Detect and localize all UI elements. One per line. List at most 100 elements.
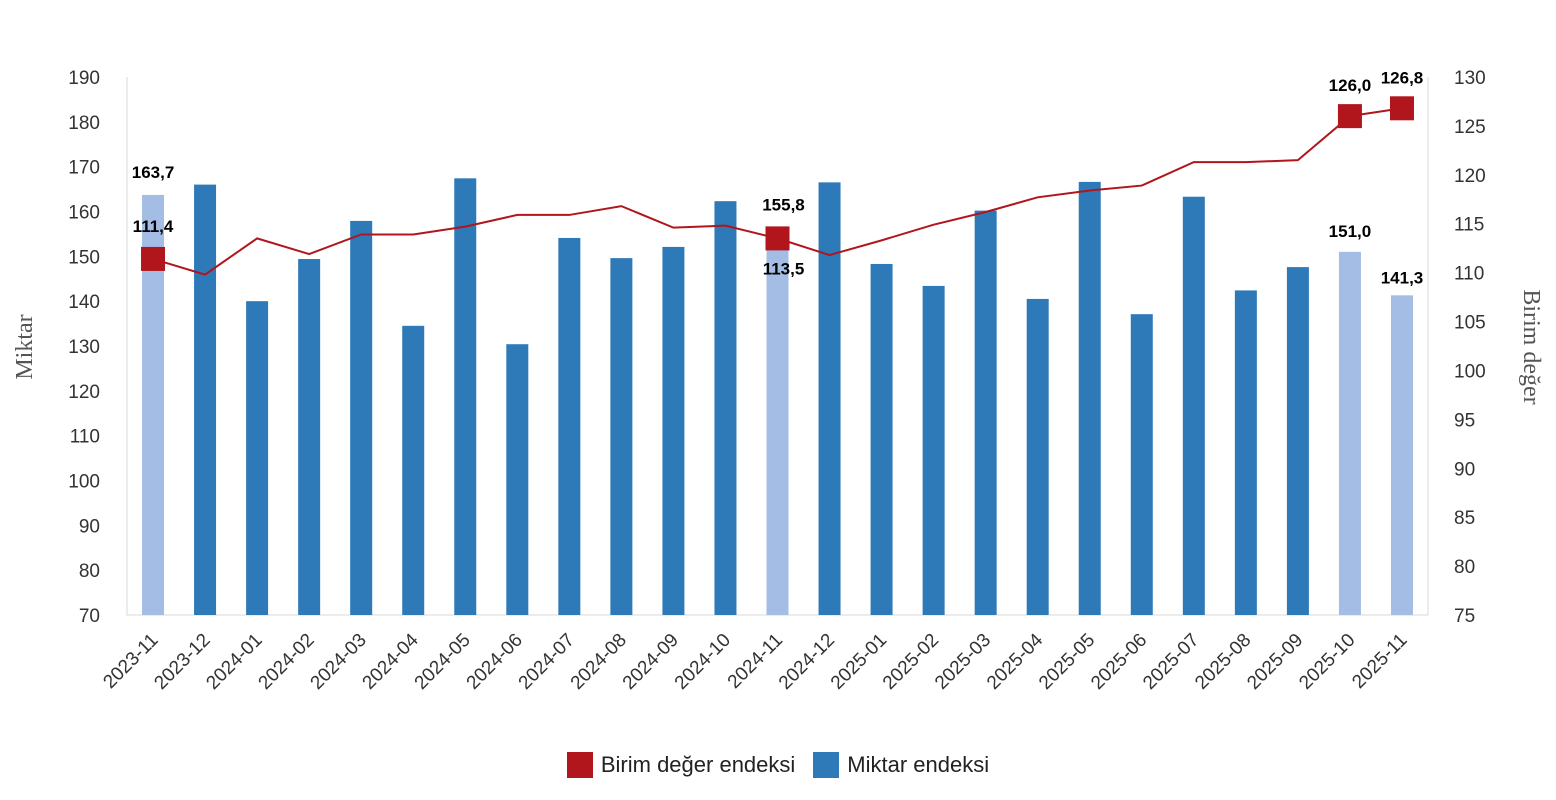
y-left-tick-label: 110: [70, 427, 100, 448]
bar-miktar: [1026, 298, 1049, 615]
bar-miktar: [1234, 290, 1257, 615]
x-tick-label: 2024-04: [359, 629, 423, 693]
y-left-tick-label: 160: [68, 203, 100, 224]
y-left-tick-label: 130: [68, 337, 100, 358]
bar-miktar: [610, 258, 633, 615]
y-right-tick-label: 75: [1454, 606, 1475, 627]
x-tick-label: 2023-12: [150, 630, 214, 694]
bar-miktar: [350, 220, 373, 616]
legend: Birim değer endeksi Miktar endeksi: [0, 752, 1556, 778]
x-tick-label: 2024-09: [619, 630, 683, 694]
x-tick-label: 2025-04: [983, 629, 1047, 693]
bar-miktar: [662, 246, 685, 615]
x-tick-label: 2025-06: [1087, 630, 1151, 694]
bar-miktar: [402, 325, 425, 615]
x-tick-label: 2023-11: [99, 630, 162, 693]
y-left-tick-label: 140: [68, 292, 100, 313]
data-label-birim-deger: 113,5: [763, 259, 805, 278]
y-right-tick-label: 110: [1454, 264, 1484, 285]
x-tick-label: 2025-03: [931, 630, 995, 694]
legend-label-birim-deger: Birim değer endeksi: [600, 752, 796, 777]
bar-miktar: [558, 237, 581, 615]
x-tick-label: 2024-02: [255, 630, 319, 694]
data-labels-layer: 163,7 111,4 155,8 113,5 151,0 126,0 141,3 126,8: [132, 68, 1424, 287]
y-right-tick-label: 90: [1454, 459, 1475, 480]
bar-miktar: [818, 182, 841, 615]
marker-birim-deger: [141, 246, 166, 271]
x-tick-label: 2024-05: [411, 630, 475, 694]
x-tick-label: 2024-07: [515, 630, 579, 694]
y-left-tick-label: 70: [79, 606, 100, 627]
bar-miktar: [1338, 251, 1361, 615]
marker-birim-deger: [1337, 104, 1362, 129]
y-left-tick-label: 180: [68, 113, 100, 134]
legend-swatch-miktar: [813, 752, 840, 778]
x-tick-label: 2025-08: [1191, 630, 1255, 694]
bar-miktar: [974, 210, 997, 615]
y-right-tick-label: 125: [1454, 117, 1486, 138]
bar-miktar: [1286, 267, 1309, 615]
legend-label-miktar: Miktar endeksi: [847, 752, 990, 777]
y-right-tick-label: 120: [1454, 166, 1486, 187]
bar-miktar: [194, 184, 217, 615]
y-right-tick-label: 100: [1454, 361, 1486, 382]
legend-item-miktar[interactable]: Miktar endeksi: [813, 752, 989, 778]
x-tick-label: 2024-10: [671, 630, 735, 694]
bar-miktar: [142, 194, 165, 615]
marker-birim-deger: [1389, 96, 1414, 121]
bar-miktar: [922, 285, 945, 615]
x-tick-label: 2024-03: [307, 630, 371, 694]
bar-miktar: [1390, 295, 1413, 615]
y-left-tick-label: 120: [68, 382, 100, 403]
x-tick-label: 2024-11: [724, 630, 787, 693]
y-left-tick-label: 190: [68, 68, 100, 89]
y-right-tick-label: 95: [1454, 410, 1475, 431]
data-label-birim-deger: 111,4: [133, 217, 174, 236]
y-right-tick-label: 85: [1454, 508, 1475, 529]
bar-miktar: [454, 178, 477, 615]
bar-miktar: [1078, 181, 1101, 615]
x-tick-label: 2024-06: [463, 630, 527, 694]
bar-miktar: [246, 301, 269, 615]
x-tick-label: 2024-12: [775, 630, 839, 694]
x-tick-label: 2025-10: [1295, 630, 1359, 694]
y-left-tick-label: 170: [68, 158, 100, 179]
x-tick-label: 2025-09: [1243, 630, 1307, 694]
x-tick-label: 2024-08: [567, 630, 631, 694]
line-layer: [141, 96, 1414, 276]
y-left-tick-label: 90: [79, 516, 100, 537]
y-left-tick-label: 150: [68, 247, 100, 268]
y-right-tick-label: 105: [1454, 313, 1486, 334]
data-label-birim-deger: 126,0: [1329, 76, 1372, 95]
y-left-tick-label: 80: [79, 561, 100, 582]
x-tick-label: 2025-01: [827, 630, 891, 694]
marker-birim-deger: [765, 226, 790, 251]
y-right-tick-label: 80: [1454, 557, 1475, 578]
x-tick-label: 2025-11: [1348, 630, 1411, 693]
data-label-miktar: 141,3: [1381, 268, 1424, 287]
data-label-birim-deger: 126,8: [1381, 68, 1424, 87]
y-right-axis-title: Birim değer: [1518, 289, 1544, 404]
bar-miktar: [870, 263, 893, 615]
x-tick-label: 2025-07: [1139, 630, 1203, 694]
bar-miktar: [714, 201, 737, 615]
data-label-miktar: 155,8: [762, 195, 805, 214]
bar-miktar: [766, 230, 789, 615]
x-tick-label: 2025-05: [1035, 630, 1099, 694]
bar-miktar: [1130, 314, 1153, 615]
x-tick-label: 2024-01: [202, 630, 266, 694]
bar-miktar: [298, 259, 321, 615]
bars-layer: [142, 178, 1413, 616]
y-right-tick-label: 115: [1454, 215, 1484, 236]
data-label-miktar: 163,7: [132, 163, 175, 182]
x-tick-label: 2025-02: [879, 630, 943, 694]
bar-miktar: [506, 344, 529, 615]
bar-miktar: [1182, 196, 1205, 615]
y-left-axis-title: Miktar: [12, 314, 38, 379]
legend-item-birim-deger[interactable]: Birim değer endeksi: [566, 752, 796, 778]
y-left-tick-label: 100: [68, 472, 100, 493]
y-right-tick-label: 130: [1454, 68, 1486, 89]
data-label-miktar: 151,0: [1329, 222, 1372, 241]
legend-swatch-birim-deger: [566, 752, 593, 778]
